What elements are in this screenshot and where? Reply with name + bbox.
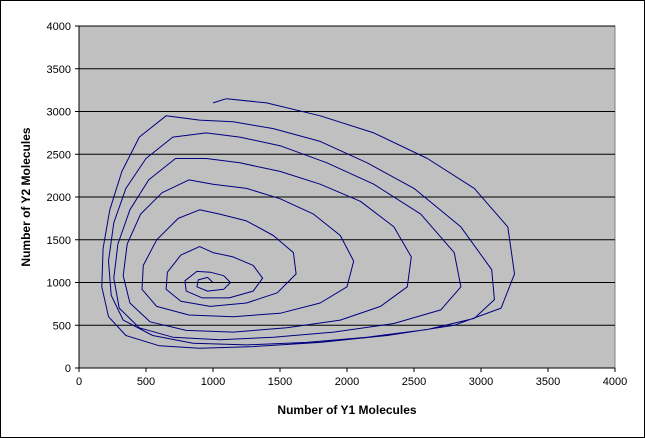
x-tick-label: 2500 <box>402 376 426 388</box>
series-line-0 <box>101 98 515 349</box>
x-axis-title: Number of Y1 Molecules <box>277 403 416 417</box>
y-tick-label: 0 <box>65 363 71 375</box>
y-tick-label: 1500 <box>47 235 71 247</box>
y-tick-label: 3000 <box>47 107 71 119</box>
y-tick-label: 2500 <box>47 149 71 161</box>
x-tick-label: 3000 <box>469 376 493 388</box>
x-tick-label: 500 <box>137 376 155 388</box>
y-tick-label: 500 <box>53 320 71 332</box>
series-group <box>101 98 515 349</box>
y-tick-label: 3500 <box>47 64 71 76</box>
x-tick-label: 1000 <box>201 376 225 388</box>
x-tick-label: 1500 <box>268 376 292 388</box>
x-tick-label: 3500 <box>536 376 560 388</box>
x-tick-label: 2000 <box>335 376 359 388</box>
y-tick-labels: 0 500 1000 1500 2000 2500 3000 3500 4000 <box>47 21 79 375</box>
gridlines <box>79 25 615 326</box>
x-tick-labels: 0 500 1000 1500 2000 2500 3000 3500 4000 <box>76 368 627 388</box>
x-tick-label: 4000 <box>603 376 627 388</box>
x-tick-label: 0 <box>76 376 82 388</box>
y-tick-label: 2000 <box>47 192 71 204</box>
y-axis-title: Number of Y2 Molecules <box>19 127 33 266</box>
y-tick-label: 4000 <box>47 21 71 33</box>
y-tick-label: 1000 <box>47 278 71 290</box>
